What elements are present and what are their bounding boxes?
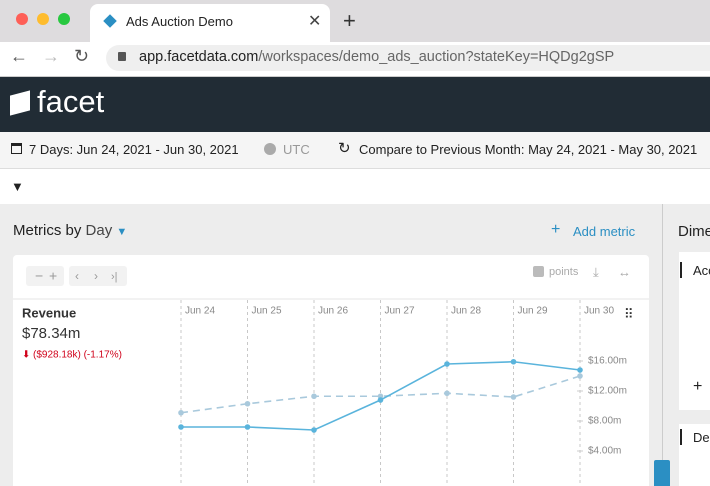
panel-title: Metrics by Day ▼: [13, 222, 127, 239]
globe-icon: [264, 143, 276, 155]
add-icon[interactable]: +: [551, 221, 561, 238]
download[interactable]: ⤓: [593, 264, 599, 279]
reload[interactable]: ↻: [74, 46, 90, 66]
down-arrow: ⬇: [22, 350, 30, 361]
compare[interactable]: Compare to Previous Month: May 24, 2021 …: [359, 142, 698, 157]
pan-controls[interactable]: [69, 266, 127, 286]
close-dot[interactable]: [16, 13, 28, 25]
side-card: [679, 252, 710, 410]
x-tick-label: Jun 28: [451, 306, 481, 317]
filter-icon[interactable]: ▼: [11, 179, 24, 194]
point: [577, 373, 583, 379]
tab-close[interactable]: ✕: [308, 13, 322, 30]
side-card: [679, 424, 710, 486]
y-tick-label: $4.00m: [588, 446, 621, 457]
zoom-in[interactable]: +: [49, 268, 57, 284]
filter-row: [0, 169, 710, 204]
tab-title: Ads Auction Demo: [126, 14, 233, 29]
point: [178, 424, 184, 430]
points-checkbox[interactable]: [533, 266, 544, 277]
granularity[interactable]: Day: [85, 222, 113, 239]
app-header: [0, 77, 710, 132]
pan-end[interactable]: ›|: [111, 271, 118, 283]
point: [577, 367, 583, 373]
scroll-handle[interactable]: [654, 460, 670, 486]
zoom-controls[interactable]: [26, 266, 64, 286]
x-tick-label: Jun 27: [384, 306, 414, 317]
y-tick-label: $16.00m: [588, 356, 627, 367]
url-path: /workspaces/demo_ads_auction?stateKey=HQ…: [258, 49, 615, 65]
point: [244, 424, 251, 430]
x-tick-label: Jun 24: [185, 306, 215, 317]
x-tick-label: Jun 26: [318, 306, 348, 317]
section-title: De: [693, 430, 710, 445]
pan-left[interactable]: ‹: [75, 269, 79, 283]
y-tick-label: $8.00m: [588, 416, 621, 427]
point: [311, 393, 317, 400]
address-bar[interactable]: [106, 45, 710, 71]
x-tick-label: Jun 30: [584, 306, 614, 317]
chart-card: [13, 255, 649, 486]
date-bar: [0, 132, 710, 169]
url: app.facetdata.com/workspaces/demo_ads_au…: [139, 49, 614, 65]
metric-summary: $78.34m: [22, 325, 80, 342]
min-dot[interactable]: [37, 13, 49, 25]
point: [178, 409, 184, 416]
dropdown-caret[interactable]: ▼: [116, 226, 128, 238]
x-tick-label: Jun 25: [251, 306, 281, 317]
add-metric[interactable]: Add metric: [573, 224, 636, 239]
calendar-icon: [11, 143, 22, 154]
tab[interactable]: [90, 4, 330, 42]
date-range[interactable]: 7 Days: Jun 24, 2021 - Jun 30, 2021: [29, 142, 239, 157]
panel-title-text: Metrics by: [13, 222, 82, 239]
point: [244, 400, 251, 407]
section-title: Acc: [693, 263, 710, 278]
expand[interactable]: ↔: [618, 264, 631, 279]
side-title: Dime: [678, 223, 710, 240]
pan-right[interactable]: ›: [94, 269, 98, 283]
new-tab[interactable]: +: [343, 8, 356, 33]
compare-icon: ↻: [338, 140, 351, 157]
x-tick-label: Jun 29: [517, 306, 547, 317]
forward[interactable]: →: [42, 46, 60, 66]
divider: [662, 204, 663, 486]
timezone[interactable]: UTC: [283, 142, 310, 157]
metric-title: Revenue: [22, 305, 76, 320]
point: [377, 397, 384, 403]
logo[interactable]: facet: [37, 84, 105, 119]
metric-change: ($928.18k) (-1.17%): [33, 350, 122, 361]
section-mark: [680, 262, 682, 278]
zoom-out[interactable]: −: [35, 268, 43, 284]
back[interactable]: ←: [10, 46, 28, 66]
point: [444, 361, 450, 367]
points-label: points: [549, 266, 579, 278]
side-add[interactable]: +: [693, 378, 703, 395]
url-host: app.facetdata.com: [139, 49, 259, 65]
max-dot[interactable]: [58, 13, 70, 25]
point: [510, 394, 517, 400]
section-mark: [680, 429, 682, 445]
point: [311, 427, 317, 433]
lock: [118, 52, 126, 61]
point: [510, 358, 517, 365]
point: [444, 390, 450, 397]
y-tick-label: $12.00m: [588, 386, 627, 397]
drag-handle[interactable]: ⠿: [624, 306, 634, 321]
